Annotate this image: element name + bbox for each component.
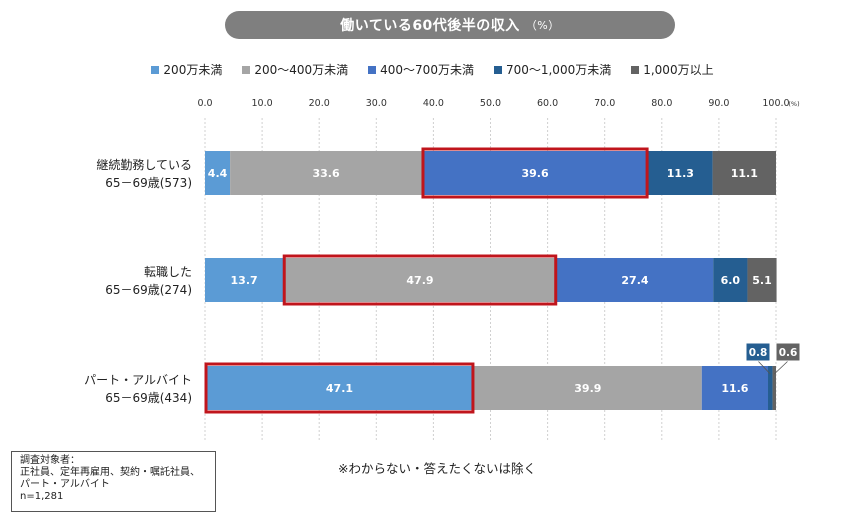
category-label: 65－69歳(434): [105, 391, 192, 405]
callout-line: [757, 360, 771, 375]
highlight-box: [282, 254, 558, 306]
data-label: 0.8: [749, 347, 768, 359]
chart-title: 働いている60代後半の収入 （%）: [225, 11, 675, 39]
x-tick-label: 40.0: [423, 98, 444, 109]
highlight-box: [204, 362, 475, 414]
category-label: パート・アルバイト: [84, 373, 192, 387]
x-unit-label: (%): [788, 100, 799, 108]
legend-item: 400～700万未満: [368, 61, 474, 78]
data-label: 39.9: [574, 382, 601, 395]
data-label: 5.1: [752, 274, 772, 287]
legend-label: 700～1,000万未満: [505, 63, 612, 77]
bar-segment: [205, 258, 284, 302]
legend-label: 1,000万以上: [643, 63, 714, 77]
x-tick-label: 20.0: [309, 98, 330, 109]
note-line: n=1,281: [20, 491, 64, 502]
legend-swatch: [493, 65, 502, 74]
bar-segment: [230, 151, 422, 195]
legend-swatch: [368, 65, 377, 74]
callout-box: [745, 342, 771, 362]
x-tick-label: 50.0: [480, 98, 501, 109]
chart-title-unit: （%）: [525, 19, 560, 32]
data-label: 39.6: [521, 167, 548, 180]
category-label: 継続勤務している: [96, 157, 192, 172]
bar-segment: [473, 366, 702, 410]
bar-segment: [712, 151, 776, 195]
legend-swatch: [631, 65, 640, 74]
bar-segment: [283, 258, 557, 302]
note-line: パート・アルバイト: [20, 479, 110, 490]
note-line: 正社員、定年再雇用、契約・嘱託社員、: [20, 467, 200, 478]
legend-item: 200～400万未満: [242, 61, 348, 78]
chart-legend: 200万未満 200～400万未満 400～700万未満 700～1,000万未…: [0, 61, 865, 78]
data-label: 0.6: [779, 347, 798, 359]
data-label: 6.0: [721, 274, 741, 287]
highlight-box: [421, 147, 649, 199]
bar-segment: [713, 258, 748, 302]
x-tick-label: 30.0: [366, 98, 387, 109]
survey-note-box: 調査対象者： 正社員、定年再雇用、契約・嘱託社員、 パート・アルバイト n=1,…: [11, 451, 216, 512]
category-label: 65－69歳(573): [105, 176, 192, 190]
legend-swatch: [151, 65, 160, 74]
bar-segment: [747, 258, 777, 302]
category-label: 65－69歳(274): [105, 283, 192, 297]
bar-segment: [205, 151, 231, 195]
x-tick-label: 80.0: [651, 98, 672, 109]
callout-line: [774, 360, 789, 375]
bar-segment: [205, 366, 474, 410]
data-label: 47.1: [326, 382, 353, 395]
data-label: 13.7: [231, 274, 258, 287]
bar-segment: [768, 366, 773, 410]
x-tick-label: 60.0: [537, 98, 558, 109]
data-label: 11.6: [721, 382, 748, 395]
legend-label: 200～400万未満: [254, 63, 349, 77]
legend-label: 200万未満: [163, 63, 223, 77]
bar-segment: [556, 258, 714, 302]
bar-segment: [648, 151, 713, 195]
bar-segment: [421, 151, 649, 195]
bar-segment: [772, 366, 776, 410]
data-label: 47.9: [406, 274, 433, 287]
legend-label: 400～700万未満: [380, 63, 474, 77]
x-tick-label: 100.0: [762, 98, 789, 109]
category-label: 転職した: [144, 265, 192, 279]
data-label: 11.3: [667, 167, 694, 180]
legend-item: 1,000万以上: [631, 61, 714, 78]
footnote: ※わからない・答えたくないは除く: [338, 461, 536, 476]
data-label: 33.6: [312, 167, 339, 180]
data-label: 4.4: [208, 167, 228, 180]
legend-item: 700～1,000万未満: [493, 61, 612, 78]
legend-item: 200万未満: [151, 61, 222, 78]
x-tick-label: 90.0: [708, 98, 729, 109]
x-tick-label: 70.0: [594, 98, 615, 109]
note-line: 調査対象者：: [20, 455, 80, 466]
x-tick-label: 10.0: [252, 98, 273, 109]
data-label: 11.1: [731, 167, 758, 180]
bar-segment: [701, 366, 769, 410]
data-label: 27.4: [621, 274, 648, 287]
x-tick-label: 0.0: [197, 98, 212, 109]
chart-title-text: 働いている60代後半の収入: [340, 18, 520, 34]
callout-box: [775, 342, 801, 362]
legend-swatch: [242, 65, 251, 74]
